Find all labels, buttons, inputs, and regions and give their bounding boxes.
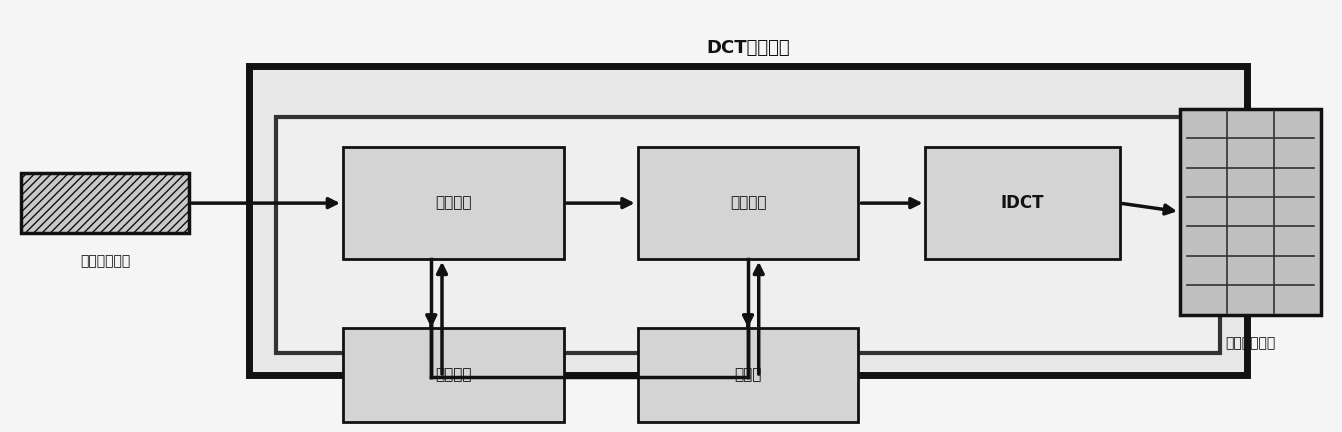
Text: 熵编码表: 熵编码表 (435, 367, 471, 382)
Text: 量化表: 量化表 (734, 367, 762, 382)
Text: IDCT: IDCT (1001, 194, 1044, 212)
Bar (637, 327, 859, 422)
Text: DCT基解码器: DCT基解码器 (706, 39, 790, 57)
Text: 逆量化器: 逆量化器 (730, 196, 766, 211)
Text: 熵解码器: 熵解码器 (435, 196, 471, 211)
Bar (637, 147, 859, 259)
Bar (21, 173, 189, 233)
Bar (276, 117, 1220, 353)
Bar (1180, 109, 1321, 315)
Bar (250, 66, 1247, 375)
Bar (344, 147, 564, 259)
Text: 压缩图象数据: 压缩图象数据 (81, 254, 130, 269)
Bar (344, 327, 564, 422)
Bar (926, 147, 1119, 259)
Text: 复原图象数据: 复原图象数据 (1225, 336, 1275, 350)
